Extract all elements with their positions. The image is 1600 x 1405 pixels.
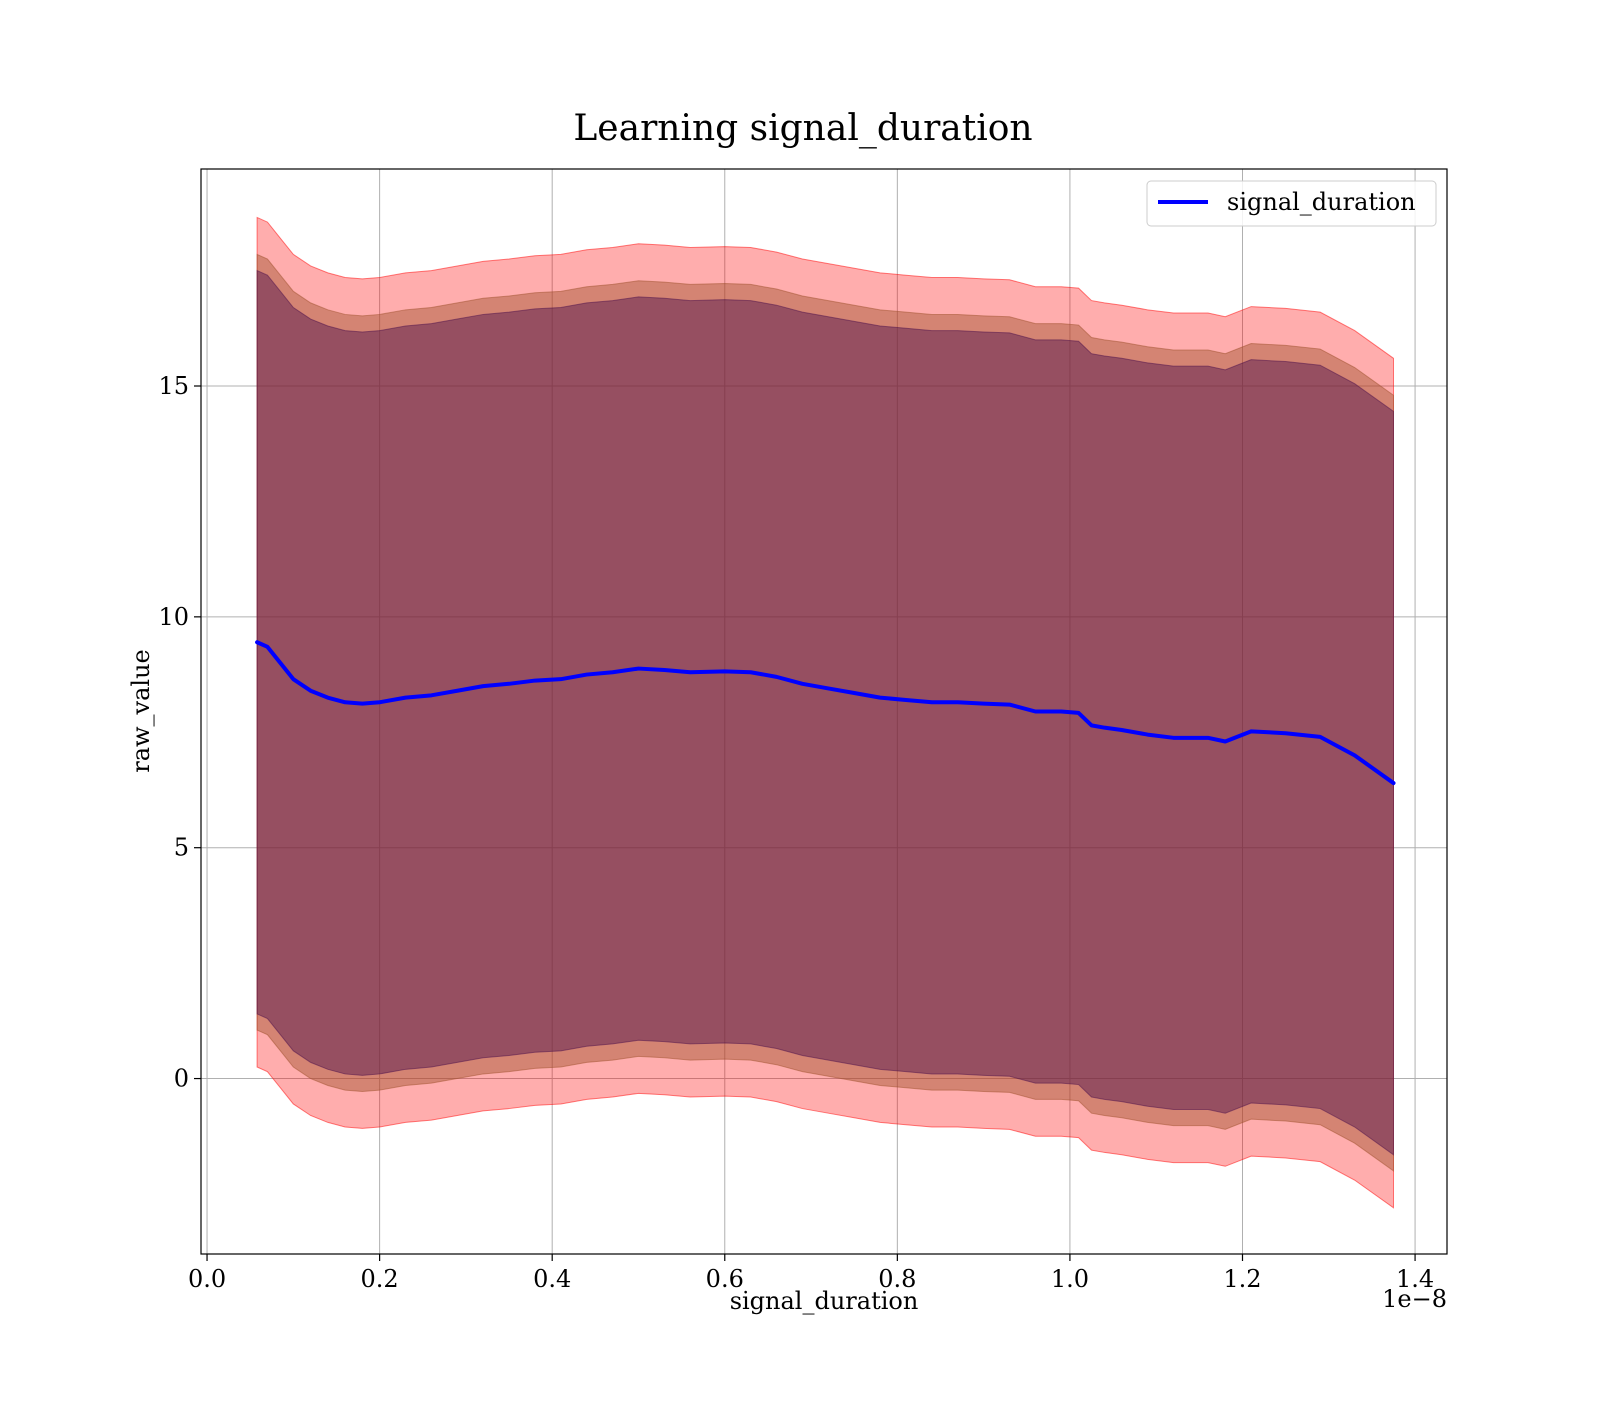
x-axis-offset-text: 1e−8: [1382, 1285, 1447, 1313]
series-lines: [255, 640, 1396, 786]
y-axis-label: raw_value: [127, 649, 155, 773]
y-tick-label-3: 15: [158, 372, 189, 400]
legend-box: [1146, 180, 1437, 227]
plot-frame: [200, 168, 1448, 1255]
x-axis-ticks: 0.0 0.2 0.4 0.6 0.8 1.0 1.2 1.4: [188, 1254, 1434, 1293]
x-tick-label-6: 1.2: [1223, 1265, 1261, 1293]
y-tick-label-0: 0: [174, 1065, 189, 1093]
series-line-signal-duration: [255, 640, 1396, 786]
x-tick-label-4: 0.8: [878, 1265, 916, 1293]
x-tick-label-7: 1.4: [1396, 1265, 1434, 1293]
x-tick-label-0: 0.0: [188, 1265, 226, 1293]
legend: signal_duration: [1146, 180, 1437, 227]
x-tick-label-5: 1.0: [1051, 1265, 1089, 1293]
outer-band: [256, 216, 1394, 1209]
std-bands: [256, 216, 1394, 1209]
inner-band: [256, 269, 1394, 1156]
x-tick-label-2: 0.4: [533, 1265, 571, 1293]
x-tick-label-3: 0.6: [706, 1265, 744, 1293]
y-tick-label-1: 5: [174, 834, 189, 862]
legend-entry-signal-duration: signal_duration: [1227, 188, 1416, 216]
y-tick-label-2: 10: [158, 603, 189, 631]
x-axis-label: signal_duration: [730, 1287, 919, 1315]
x-tick-label-1: 0.2: [361, 1265, 399, 1293]
chart-title: Learning signal_duration: [573, 108, 1032, 149]
y-axis-ticks: 0 5 10 15: [158, 372, 201, 1093]
middle-band: [256, 253, 1394, 1172]
